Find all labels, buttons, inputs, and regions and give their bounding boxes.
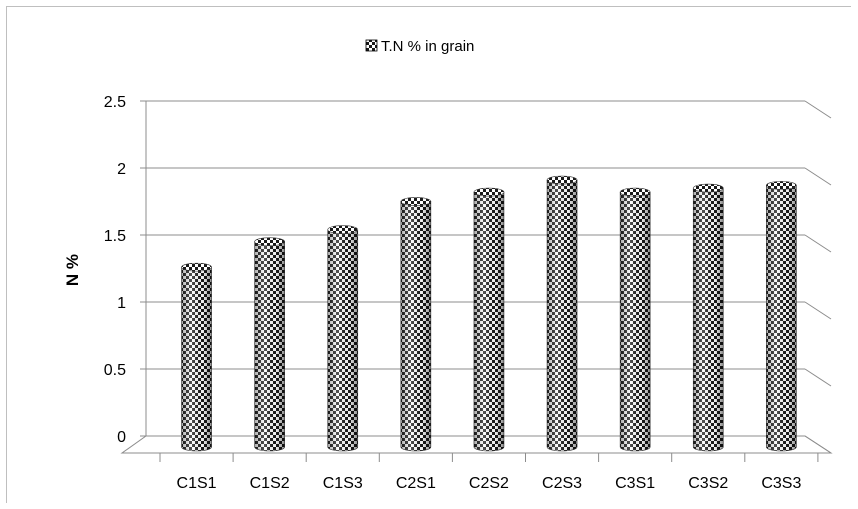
gridline-side (804, 234, 832, 253)
bar (254, 237, 285, 452)
y-tick-label: 2 (117, 161, 126, 178)
bar-top (473, 187, 505, 197)
bar-shading (547, 180, 578, 451)
y-axis-label: N % (63, 254, 82, 286)
x-tick-label: C1S3 (323, 475, 363, 492)
y-tick-label: 2.5 (104, 94, 126, 111)
bar (181, 262, 212, 452)
gridline-side (804, 167, 832, 186)
bar (619, 187, 651, 452)
bar-top (766, 181, 797, 190)
y-tick-label: 0 (117, 429, 126, 446)
gridline-side (804, 368, 832, 387)
gridline-side (804, 301, 832, 320)
x-tick-label: C2S3 (542, 475, 582, 492)
bar (546, 175, 578, 452)
legend: T.N % in grain (365, 38, 474, 55)
bar (473, 187, 505, 452)
bar-shading (181, 267, 212, 451)
y-tick-label: 1.5 (104, 228, 126, 245)
bar-shading (620, 192, 651, 451)
bar-shading (400, 201, 431, 451)
bar-shading (766, 185, 797, 451)
bar-top (400, 197, 432, 206)
bar-top (327, 225, 359, 234)
gridline-side (804, 100, 832, 119)
bar-top (619, 187, 651, 197)
bar-top (254, 237, 285, 246)
y-tick-label: 1 (117, 295, 126, 312)
bar-shading (327, 229, 358, 451)
bar-shading (254, 241, 285, 451)
x-tick-label: C1S2 (250, 475, 290, 492)
x-tick-label: C3S2 (688, 475, 728, 492)
x-tick-label: C2S2 (469, 475, 509, 492)
x-tick-label: C3S3 (761, 475, 801, 492)
bar-shading (473, 192, 504, 451)
x-tick-label: C1S1 (177, 475, 217, 492)
bar (400, 197, 432, 452)
bar-top (181, 262, 212, 272)
bar (766, 181, 797, 452)
y-tick-label: 0.5 (104, 362, 126, 379)
bar-shading (693, 188, 724, 451)
legend-swatch (365, 39, 378, 52)
x-tick-label: C2S1 (396, 475, 436, 492)
gridline-side (804, 435, 832, 454)
bar-top (692, 183, 724, 193)
bar (692, 183, 724, 452)
legend-label: T.N % in grain (381, 38, 474, 55)
bar (327, 225, 359, 452)
bar-top (546, 175, 578, 185)
chart-frame (6, 6, 851, 503)
x-tick-label: C3S1 (615, 475, 655, 492)
